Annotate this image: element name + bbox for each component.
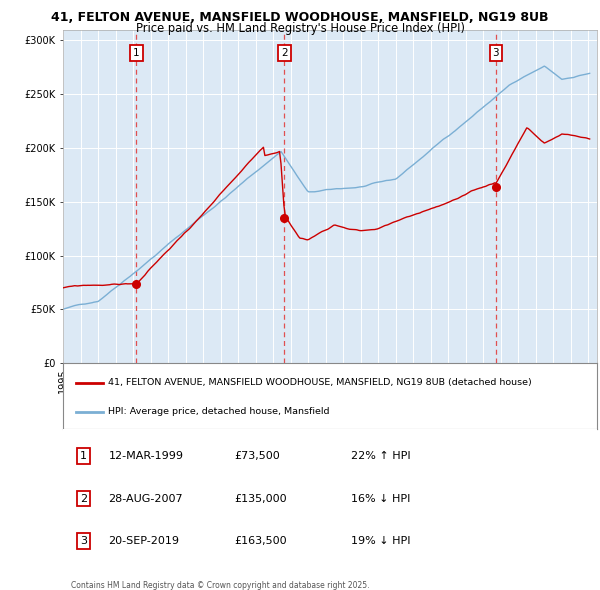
Text: 19% ↓ HPI: 19% ↓ HPI (352, 536, 411, 546)
Text: 1: 1 (80, 451, 87, 461)
Text: 22% ↑ HPI: 22% ↑ HPI (352, 451, 411, 461)
Text: 28-AUG-2007: 28-AUG-2007 (109, 494, 183, 503)
Text: Contains HM Land Registry data © Crown copyright and database right 2025.
This d: Contains HM Land Registry data © Crown c… (71, 581, 370, 590)
Text: 2: 2 (80, 494, 87, 503)
Text: £135,000: £135,000 (234, 494, 287, 503)
Text: 41, FELTON AVENUE, MANSFIELD WOODHOUSE, MANSFIELD, NG19 8UB: 41, FELTON AVENUE, MANSFIELD WOODHOUSE, … (51, 11, 549, 24)
Text: 1: 1 (133, 48, 140, 58)
Text: Price paid vs. HM Land Registry's House Price Index (HPI): Price paid vs. HM Land Registry's House … (136, 22, 464, 35)
Text: 2: 2 (281, 48, 288, 58)
Text: 12-MAR-1999: 12-MAR-1999 (109, 451, 184, 461)
Text: £163,500: £163,500 (234, 536, 287, 546)
Text: £73,500: £73,500 (234, 451, 280, 461)
Text: 3: 3 (80, 536, 87, 546)
Text: 41, FELTON AVENUE, MANSFIELD WOODHOUSE, MANSFIELD, NG19 8UB (detached house): 41, FELTON AVENUE, MANSFIELD WOODHOUSE, … (109, 378, 532, 388)
Text: 3: 3 (493, 48, 499, 58)
Text: 20-SEP-2019: 20-SEP-2019 (109, 536, 179, 546)
Text: HPI: Average price, detached house, Mansfield: HPI: Average price, detached house, Mans… (109, 407, 330, 417)
Text: 16% ↓ HPI: 16% ↓ HPI (352, 494, 411, 503)
